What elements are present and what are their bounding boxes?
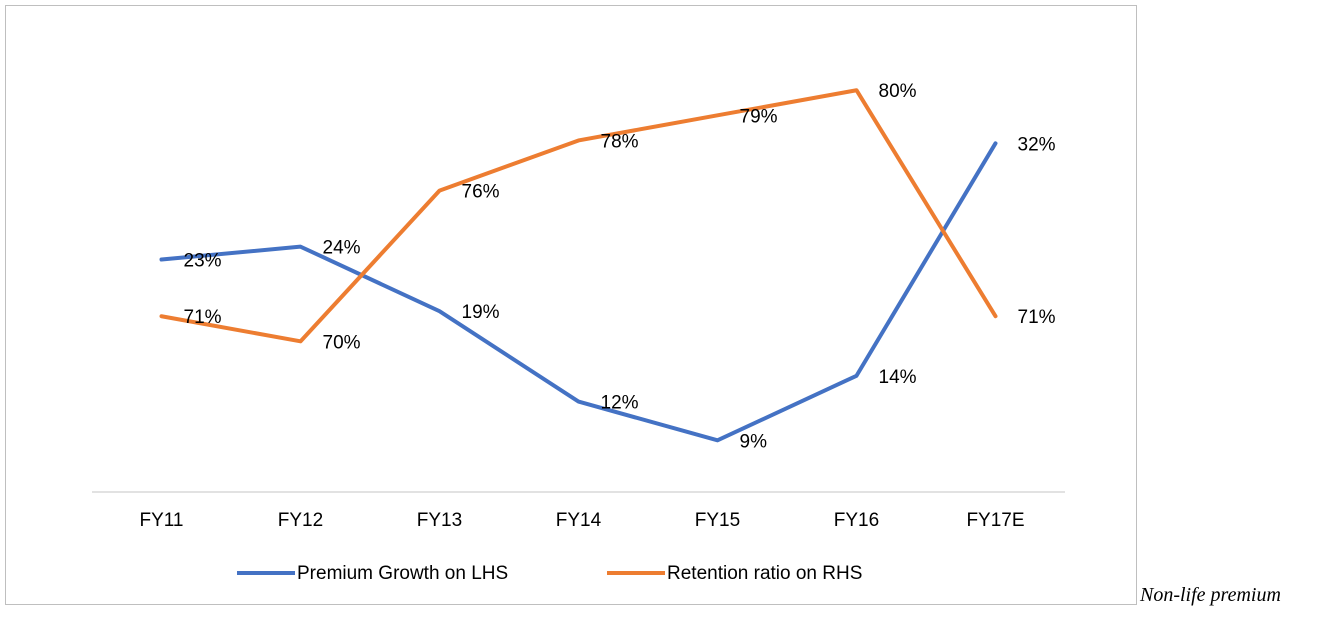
series-line — [159, 141, 998, 443]
x-tick-label: FY11 — [139, 510, 183, 531]
data-label: 23% — [184, 251, 222, 272]
data-label: 79% — [740, 106, 778, 127]
data-label: 24% — [323, 238, 361, 259]
x-tick-label: FY16 — [834, 510, 879, 531]
data-label: 19% — [462, 302, 500, 323]
data-label: 9% — [740, 431, 768, 452]
data-label: 70% — [323, 332, 361, 353]
data-label: 71% — [1018, 307, 1056, 328]
series-line — [159, 88, 998, 344]
x-tick-label: FY14 — [556, 510, 602, 531]
chart-frame — [5, 5, 1137, 605]
legend-label: Premium Growth on LHS — [297, 563, 508, 584]
chart: FY11 FY12 FY13 FY14 FY15 FY16 FY17E 23% 24% 19% 12… — [5, 5, 1137, 605]
caption: Non-life premium — [1140, 584, 1281, 606]
x-tick-label: FY12 — [278, 510, 323, 531]
data-label: 12% — [601, 393, 639, 414]
x-tick-label: FY13 — [417, 510, 462, 531]
data-label: 76% — [462, 182, 500, 203]
x-tick-label: FY17E — [966, 510, 1024, 531]
data-label: 14% — [879, 367, 917, 388]
data-label: 80% — [879, 81, 917, 102]
data-label: 78% — [601, 131, 639, 152]
legend-label: Retention ratio on RHS — [667, 563, 862, 584]
data-label: 32% — [1018, 134, 1056, 155]
x-tick-label: FY15 — [695, 510, 740, 531]
data-label: 71% — [184, 307, 222, 328]
